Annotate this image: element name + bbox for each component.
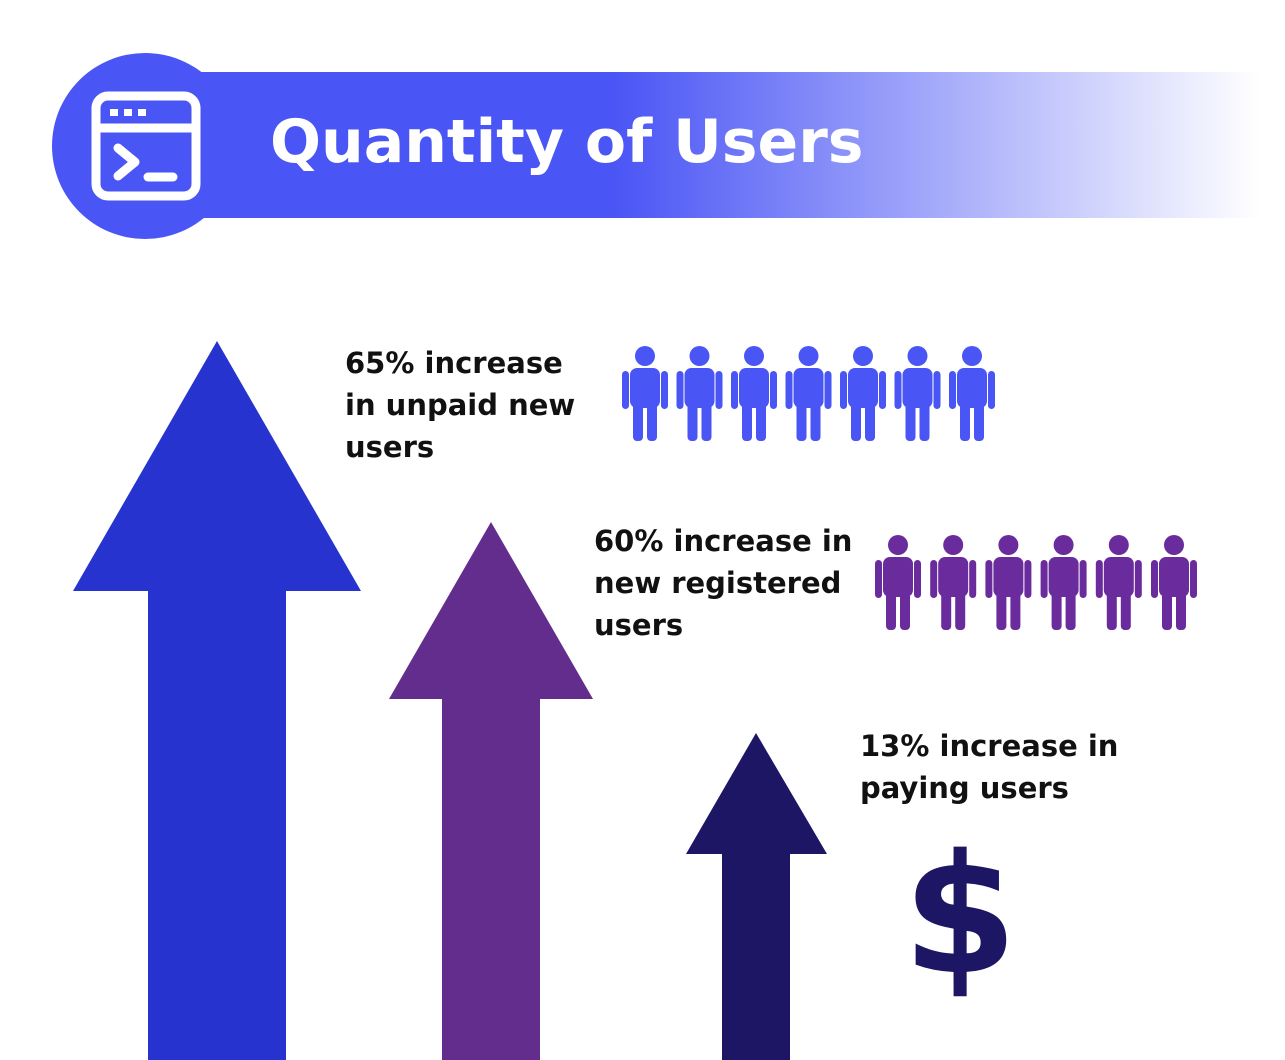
person-arm bbox=[661, 371, 668, 409]
person-head bbox=[853, 346, 873, 366]
person-arm bbox=[969, 560, 977, 598]
person-head bbox=[1053, 535, 1074, 555]
item-text: users bbox=[594, 608, 683, 642]
person-arm bbox=[930, 560, 938, 598]
person-head bbox=[998, 535, 1019, 555]
person-head bbox=[635, 346, 655, 366]
person-leg bbox=[742, 398, 752, 441]
item-text: users bbox=[345, 430, 434, 464]
person-leg bbox=[919, 398, 930, 441]
person-head bbox=[744, 346, 764, 366]
item-text: new registered bbox=[594, 566, 841, 600]
person-leg bbox=[1176, 587, 1186, 630]
person-icon bbox=[731, 346, 777, 441]
arrow-large bbox=[73, 341, 361, 1060]
person-arm bbox=[988, 371, 995, 409]
person-arm bbox=[1040, 560, 1048, 598]
person-arm bbox=[840, 371, 847, 409]
person-arm bbox=[770, 371, 777, 409]
person-leg bbox=[633, 398, 643, 441]
person-leg bbox=[955, 587, 966, 630]
person-leg bbox=[851, 398, 861, 441]
person-arm bbox=[824, 371, 832, 409]
person-icon bbox=[676, 346, 723, 441]
item-text: 13% increase in bbox=[860, 729, 1118, 763]
person-icon bbox=[949, 346, 995, 441]
person-head bbox=[689, 346, 710, 366]
person-icon bbox=[894, 346, 941, 441]
person-leg bbox=[647, 398, 657, 441]
person-icon bbox=[1040, 535, 1087, 630]
person-arm bbox=[933, 371, 941, 409]
person-arm bbox=[1190, 560, 1197, 598]
person-leg bbox=[960, 398, 970, 441]
arrow-small bbox=[686, 733, 827, 1060]
person-head bbox=[888, 535, 908, 555]
person-icon bbox=[985, 535, 1032, 630]
person-leg bbox=[865, 398, 875, 441]
person-arm bbox=[622, 371, 629, 409]
person-arm bbox=[1095, 560, 1103, 598]
person-leg bbox=[1162, 587, 1172, 630]
person-leg bbox=[1065, 587, 1076, 630]
person-head bbox=[962, 346, 982, 366]
person-icon bbox=[785, 346, 832, 441]
person-head bbox=[798, 346, 819, 366]
person-leg bbox=[1051, 587, 1062, 630]
person-arm bbox=[731, 371, 738, 409]
person-icon bbox=[840, 346, 886, 441]
person-head bbox=[943, 535, 964, 555]
person-icon bbox=[622, 346, 668, 441]
item-text: in unpaid new bbox=[345, 388, 575, 422]
person-arm bbox=[879, 371, 886, 409]
header-band bbox=[145, 72, 1260, 218]
person-icon bbox=[875, 535, 921, 630]
person-arm bbox=[676, 371, 684, 409]
person-arm bbox=[875, 560, 882, 598]
person-leg bbox=[810, 398, 821, 441]
person-leg bbox=[687, 398, 698, 441]
person-arm bbox=[914, 560, 921, 598]
title: Quantity of Users bbox=[270, 107, 864, 177]
terminal-icon bbox=[91, 91, 201, 201]
person-arm bbox=[785, 371, 793, 409]
person-head bbox=[907, 346, 928, 366]
person-arm bbox=[949, 371, 956, 409]
dollar-icon: $ bbox=[903, 819, 1018, 1011]
person-icon bbox=[1095, 535, 1142, 630]
person-head bbox=[1164, 535, 1184, 555]
person-leg bbox=[996, 587, 1007, 630]
person-leg bbox=[886, 587, 896, 630]
person-arm bbox=[715, 371, 723, 409]
person-leg bbox=[796, 398, 807, 441]
arrow-medium bbox=[389, 522, 593, 1060]
person-leg bbox=[701, 398, 712, 441]
header-circle bbox=[52, 53, 238, 239]
item-text: paying users bbox=[860, 771, 1069, 805]
person-leg bbox=[974, 398, 984, 441]
person-icon bbox=[1151, 535, 1197, 630]
person-icon bbox=[930, 535, 977, 630]
person-arm bbox=[1151, 560, 1158, 598]
person-leg bbox=[1010, 587, 1021, 630]
person-arm bbox=[894, 371, 902, 409]
person-arm bbox=[1079, 560, 1087, 598]
person-leg bbox=[941, 587, 952, 630]
person-arm bbox=[1134, 560, 1142, 598]
person-arm bbox=[985, 560, 993, 598]
person-leg bbox=[1120, 587, 1131, 630]
item-text: 65% increase bbox=[345, 346, 563, 380]
person-leg bbox=[756, 398, 766, 441]
icon-dots bbox=[110, 109, 146, 116]
person-arm bbox=[1024, 560, 1032, 598]
person-leg bbox=[905, 398, 916, 441]
person-leg bbox=[900, 587, 910, 630]
person-leg bbox=[1106, 587, 1117, 630]
item-text: 60% increase in bbox=[594, 524, 852, 558]
person-head bbox=[1108, 535, 1129, 555]
